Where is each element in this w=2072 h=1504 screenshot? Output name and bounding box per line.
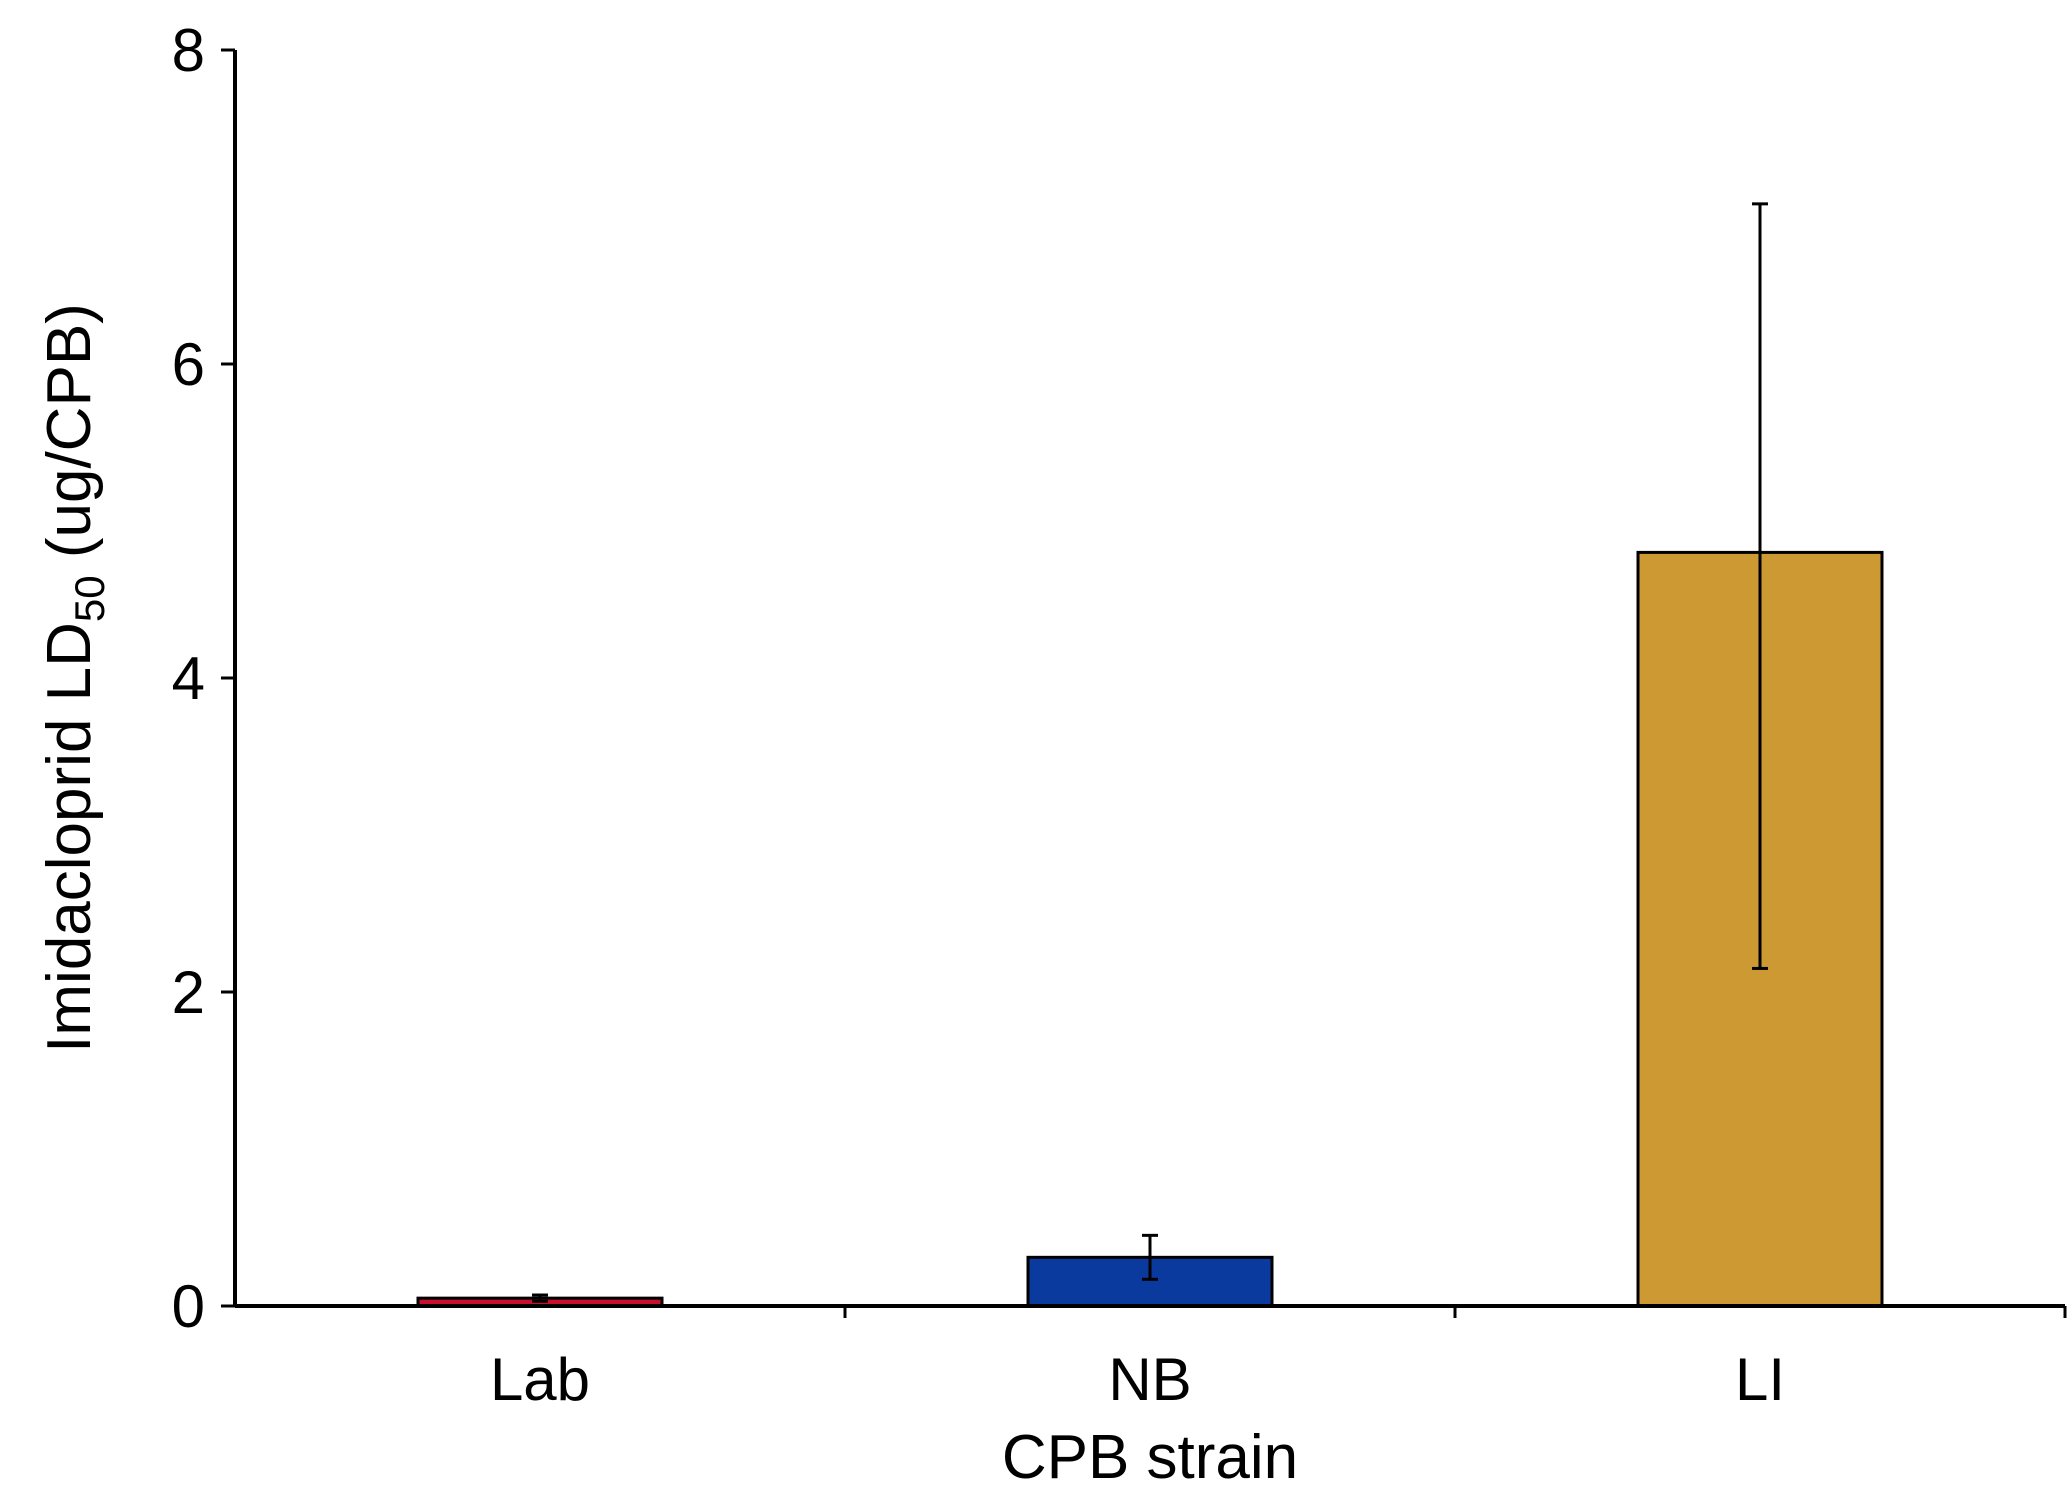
x-tick-label: NB <box>1108 1346 1191 1413</box>
y-axis-title: Imidacloprid LD50 (ug/CPB) <box>35 303 113 1053</box>
y-axis-title-subscript: 50 <box>66 575 113 622</box>
y-tick-label: 8 <box>172 17 205 84</box>
error-bars <box>532 202 1768 1303</box>
x-tick-label: Lab <box>490 1346 590 1413</box>
y-tick-label: 2 <box>172 959 205 1026</box>
y-tick-label: 0 <box>172 1273 205 1340</box>
x-axis-title: CPB strain <box>1002 1423 1298 1492</box>
y-tick-label: 6 <box>172 331 205 398</box>
x-axis-ticks: Lab NB LI <box>490 1306 2067 1413</box>
bars <box>416 550 1884 1308</box>
y-axis-title-unit: (ug/CPB) <box>35 303 104 575</box>
y-tick-label: 4 <box>172 645 205 712</box>
x-tick-label: LI <box>1735 1346 1785 1413</box>
y-axis-title-main: Imidacloprid LD <box>35 622 104 1053</box>
y-axis-ticks: 0 2 4 6 8 <box>172 17 235 1340</box>
